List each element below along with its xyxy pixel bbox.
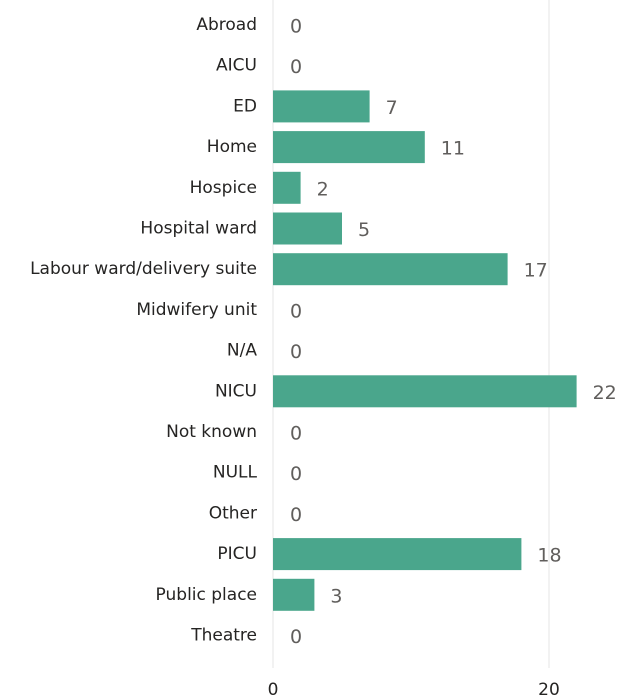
data-label: 0: [290, 16, 302, 38]
data-label: 18: [537, 545, 561, 567]
category-label: Abroad: [196, 15, 257, 35]
bar: [273, 375, 577, 408]
category-label: NICU: [215, 381, 257, 401]
category-label: N/A: [227, 341, 257, 361]
category-label: Midwifery unit: [136, 300, 257, 320]
data-label: 0: [290, 504, 302, 526]
data-label: 0: [290, 56, 302, 78]
bar: [273, 212, 342, 245]
category-label: Labour ward/delivery suite: [30, 259, 257, 279]
data-label: 11: [441, 138, 465, 160]
data-label: 17: [524, 260, 548, 282]
data-label: 0: [290, 463, 302, 485]
category-label: Not known: [166, 422, 257, 442]
category-label: Public place: [156, 585, 257, 605]
category-label: NULL: [213, 463, 258, 483]
bars: [273, 90, 577, 611]
data-label: 0: [290, 423, 302, 445]
category-label: Hospice: [190, 178, 257, 198]
data-label: 7: [386, 97, 398, 119]
bar: [273, 90, 370, 123]
category-label: PICU: [217, 544, 257, 564]
data-label: 5: [358, 219, 370, 241]
data-label: 3: [330, 585, 342, 607]
category-label: Theatre: [190, 626, 257, 646]
category-label: Other: [209, 503, 257, 523]
bar: [273, 171, 301, 204]
x-tick-label: 0: [268, 680, 279, 699]
bar: [273, 538, 522, 571]
category-label: Home: [207, 137, 257, 157]
value-labels: 0 0 7 11 2 5 17 0 0 22 0 0 0 18 3 0: [290, 16, 617, 649]
category-label: Hospital ward: [140, 219, 257, 239]
bar: [273, 253, 508, 286]
data-label: 22: [593, 382, 617, 404]
x-axis-ticks: 0 20: [268, 680, 560, 699]
bar: [273, 578, 315, 611]
data-label: 0: [290, 341, 302, 363]
category-label: AICU: [216, 56, 257, 76]
bar: [273, 131, 425, 164]
x-tick-label: 20: [538, 680, 560, 699]
data-label: 0: [290, 626, 302, 648]
data-label: 0: [290, 300, 302, 322]
category-labels: Abroad AICU ED Home Hospice Hospital ward Labo…: [30, 15, 257, 646]
data-label: 2: [317, 178, 329, 200]
category-label: ED: [233, 96, 257, 116]
